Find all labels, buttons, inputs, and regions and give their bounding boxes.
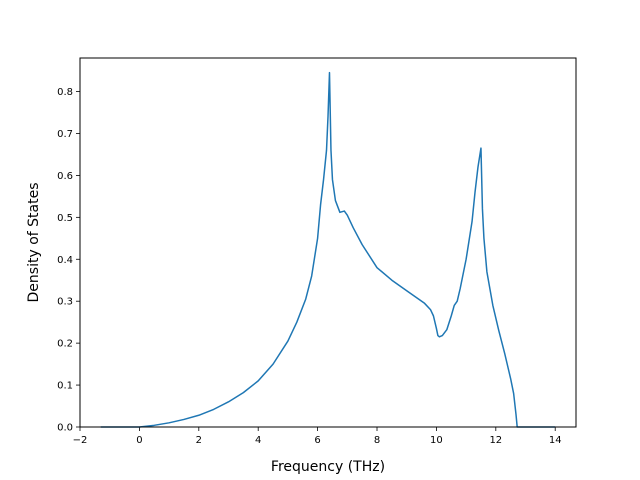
x-tick-label: 10	[430, 435, 443, 446]
plot-area-frame	[79, 57, 577, 428]
x-tick-label: 8	[374, 435, 380, 446]
y-tick-label: 0.5	[57, 213, 73, 224]
y-tick-label: 0.3	[57, 297, 73, 308]
x-tick-label: 4	[255, 435, 261, 446]
x-tick-label: 14	[549, 435, 562, 446]
x-tick-label: −2	[73, 435, 88, 446]
x-axis-ticks: −2 0 2 4 6 8 10 12 14	[73, 427, 562, 446]
dos-series-line	[100, 71, 556, 428]
x-tick-label: 2	[196, 435, 202, 446]
x-axis-label: Frequency (THz)	[271, 459, 385, 475]
y-axis-ticks: 0.0 0.1 0.2 0.3 0.4 0.5 0.6 0.7 0.8	[57, 87, 80, 434]
y-tick-label: 0.1	[57, 381, 73, 392]
x-tick-label: 0	[136, 435, 142, 446]
y-tick-label: 0.8	[57, 87, 73, 98]
y-tick-label: 0.6	[57, 171, 73, 182]
y-tick-label: 0.2	[57, 339, 73, 350]
y-tick-label: 0.4	[57, 255, 73, 266]
y-tick-label: 0.0	[57, 423, 73, 434]
y-tick-label: 0.7	[57, 129, 73, 140]
x-tick-label: 12	[489, 435, 502, 446]
y-axis-label: Density of States	[26, 183, 42, 303]
x-tick-label: 6	[314, 435, 320, 446]
